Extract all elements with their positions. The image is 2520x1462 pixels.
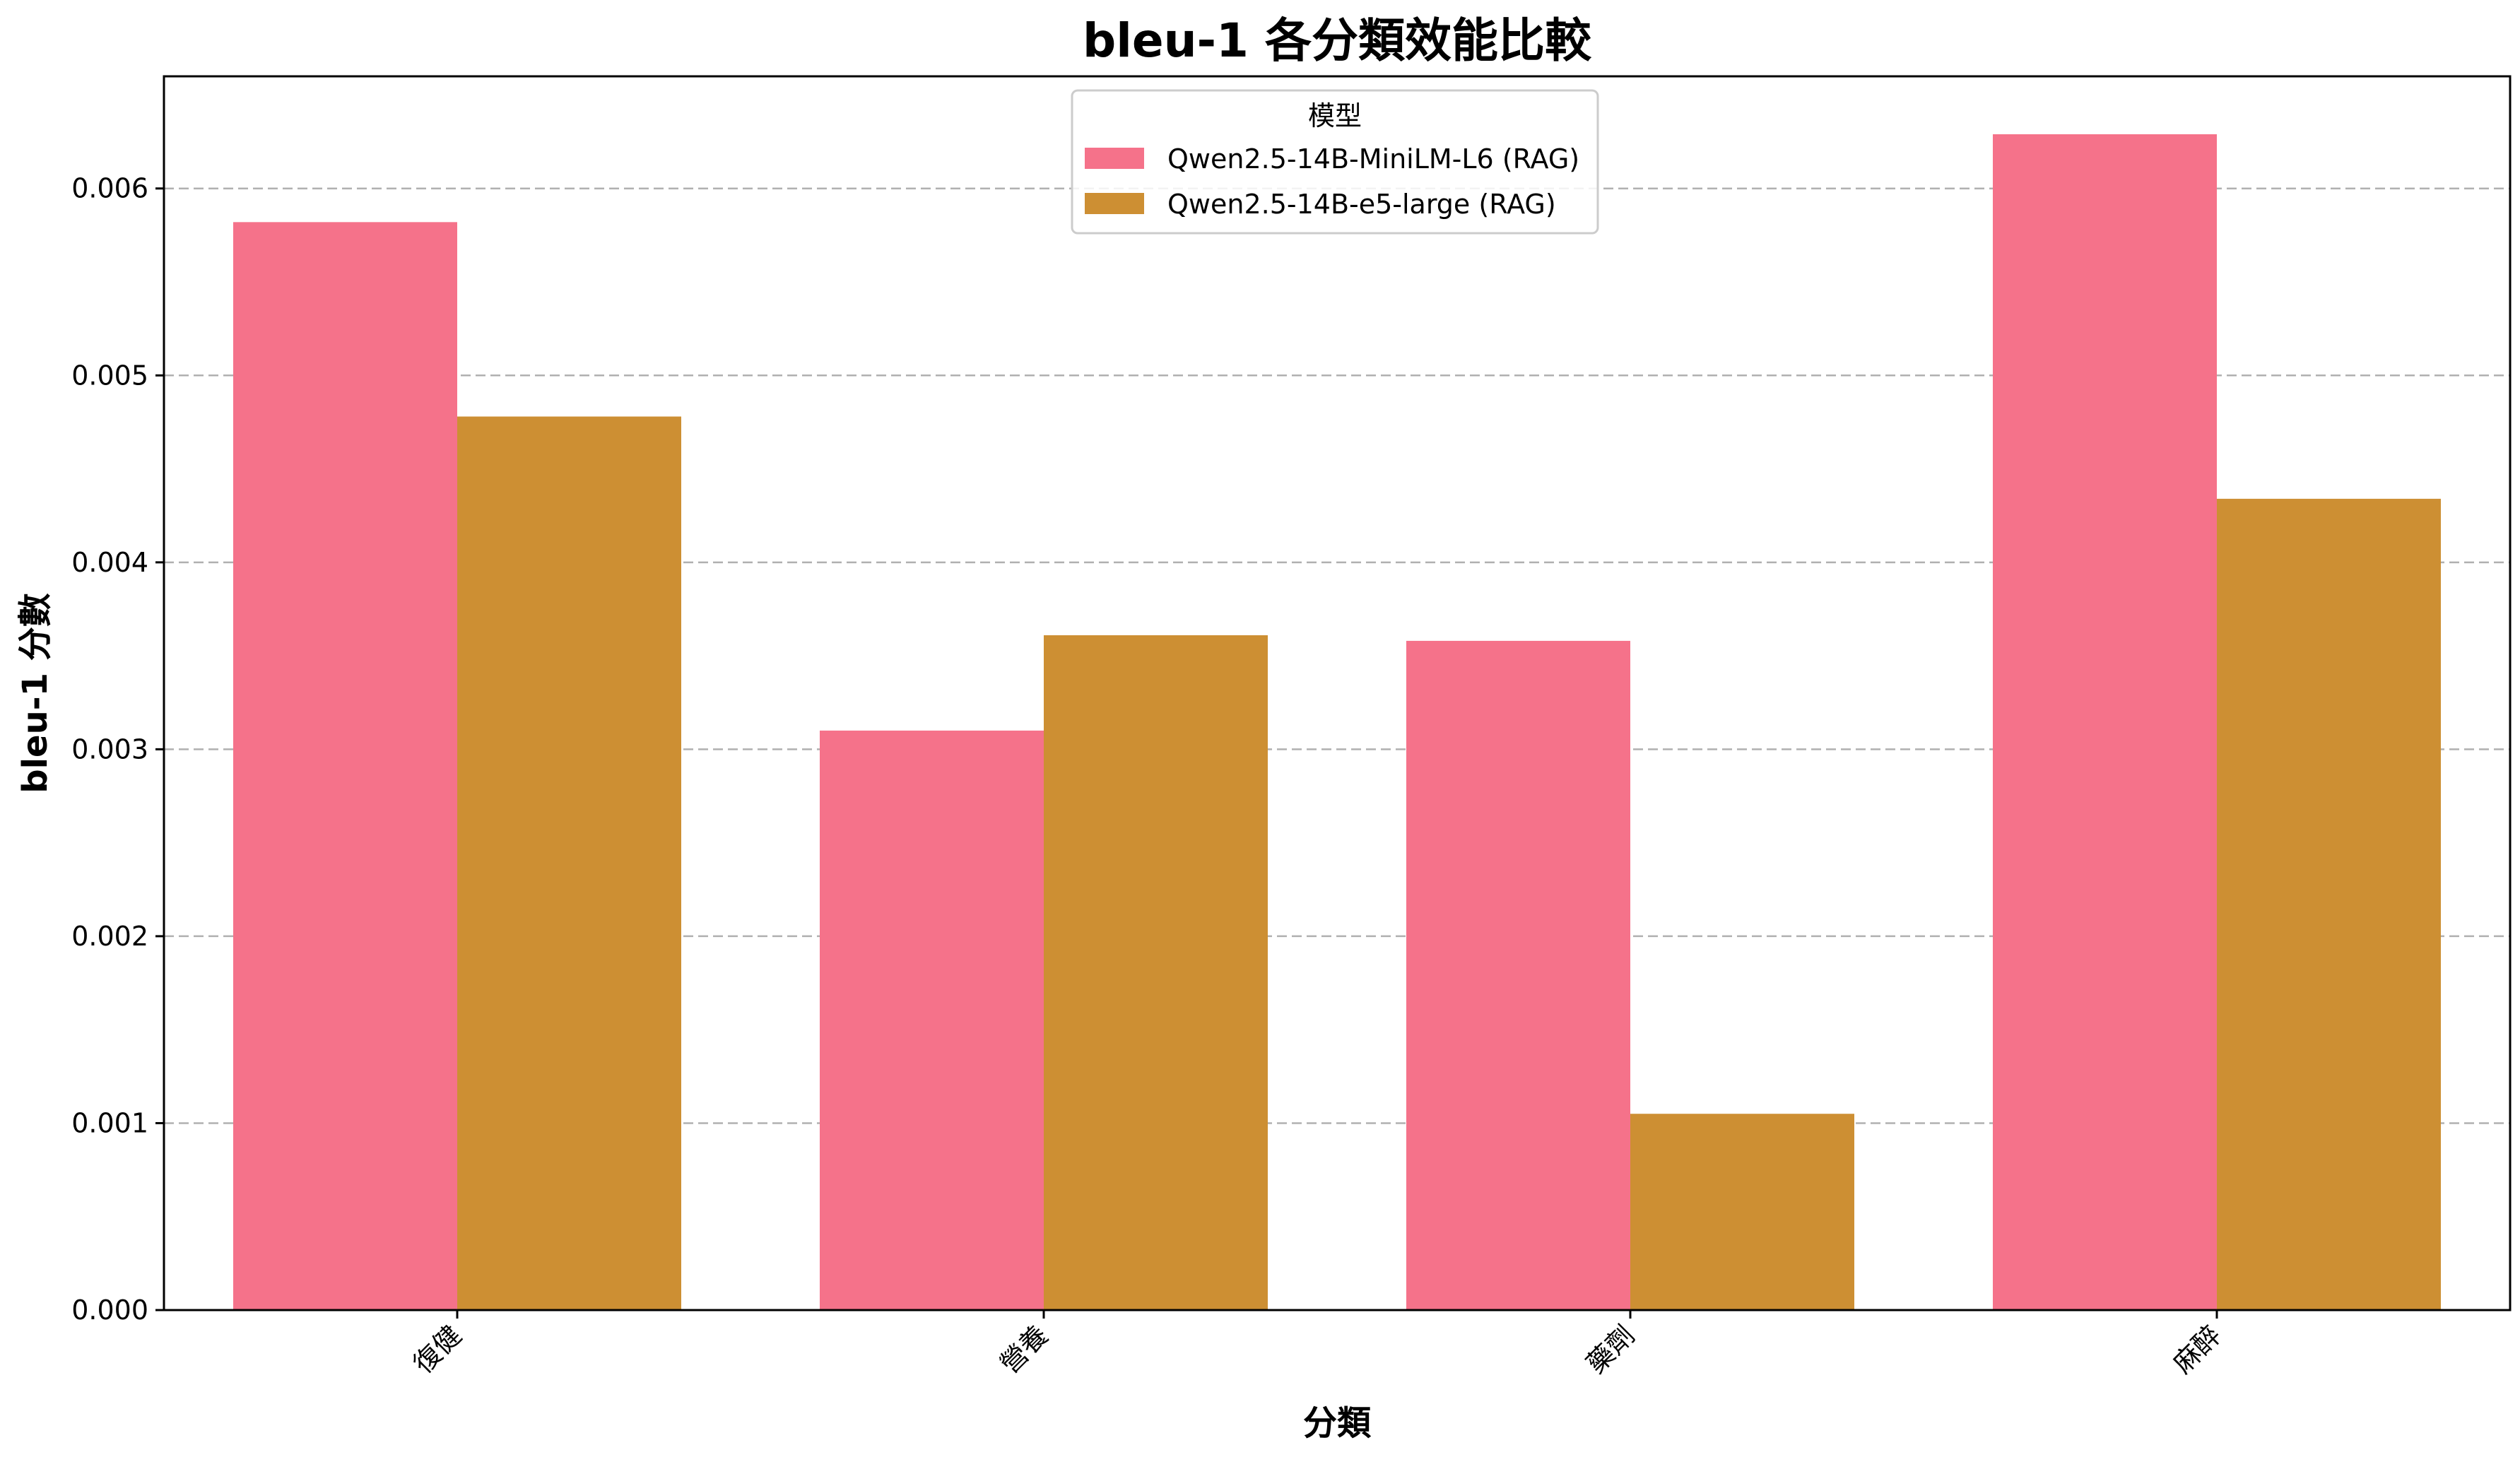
bar-e5-large bbox=[457, 416, 681, 1311]
bar-e5-large bbox=[1630, 1114, 1854, 1310]
bars bbox=[233, 134, 2441, 1311]
x-axis: 復健 營養 藥劑 麻醉 bbox=[408, 1310, 2227, 1379]
legend-swatch-minilm bbox=[1085, 148, 1144, 169]
legend-title: 模型 bbox=[1308, 100, 1362, 131]
x-tick-label: 營養 bbox=[994, 1319, 1054, 1379]
bar-e5-large bbox=[1044, 635, 1268, 1310]
bar-minilm bbox=[820, 730, 1044, 1310]
legend-box bbox=[1071, 89, 1599, 235]
y-tick-label: 0.000 bbox=[71, 1295, 148, 1326]
x-tick-label: 藥劑 bbox=[1581, 1319, 1641, 1379]
y-tick-label: 0.005 bbox=[71, 360, 148, 391]
bar-minilm bbox=[1993, 134, 2217, 1311]
y-tick-label: 0.001 bbox=[71, 1107, 148, 1138]
y-tick-label: 0.004 bbox=[71, 547, 148, 578]
y-tick-label: 0.002 bbox=[71, 921, 148, 952]
legend-label-e5-large: Qwen2.5-14B-e5-large (RAG) bbox=[1167, 189, 1556, 220]
bar-minilm bbox=[1406, 640, 1630, 1310]
y-axis-label: bleu-1 分數 bbox=[16, 593, 55, 794]
y-tick-label: 0.006 bbox=[71, 173, 148, 204]
x-tick-label: 復健 bbox=[408, 1319, 468, 1379]
bar-minilm bbox=[233, 222, 457, 1310]
bar-e5-large bbox=[2217, 498, 2441, 1310]
legend-label-minilm: Qwen2.5-14B-MiniLM-L6 (RAG) bbox=[1167, 143, 1579, 175]
legend: 模型 Qwen2.5-14B-MiniLM-L6 (RAG) Qwen2.5-1… bbox=[1071, 89, 1599, 235]
x-tick-label: 麻醉 bbox=[2167, 1319, 2227, 1379]
y-tick-label: 0.003 bbox=[71, 733, 148, 765]
plot-frame bbox=[163, 75, 2512, 1311]
legend-swatch-e5-large bbox=[1085, 193, 1144, 214]
y-axis: 0.000 0.001 0.002 0.003 0.004 0.005 0.006 bbox=[71, 173, 164, 1326]
chart-title: bleu-1 各分類效能比較 bbox=[1083, 13, 1592, 68]
x-axis-label: 分類 bbox=[1303, 1403, 1372, 1443]
